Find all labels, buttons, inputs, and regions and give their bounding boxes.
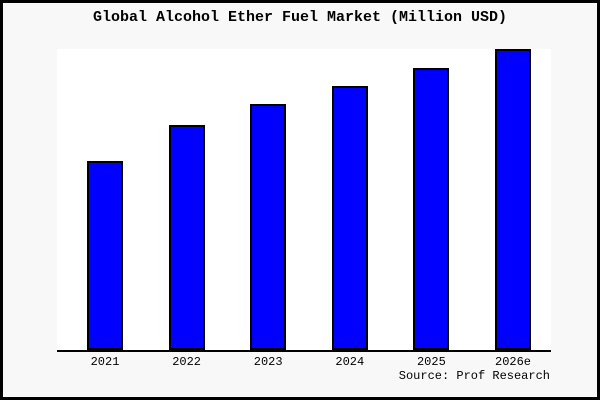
bar-2026e	[495, 49, 531, 350]
x-tick-label-2022: 2022	[172, 355, 201, 369]
source-label: Source: Prof Research	[398, 369, 550, 383]
x-tick-label-2023: 2023	[253, 355, 283, 369]
x-tick-label-2024: 2024	[335, 355, 365, 369]
x-tick-label-2021: 2021	[90, 355, 120, 369]
plot-area	[57, 49, 551, 352]
bar-2024	[331, 86, 368, 350]
bar-2025	[413, 68, 450, 350]
x-tick-label-2025: 2025	[416, 355, 446, 369]
bar-2023	[250, 104, 287, 350]
bar-2022	[168, 125, 205, 350]
chart-title: Global Alcohol Ether Fuel Market (Millio…	[92, 9, 508, 26]
bar-2021	[87, 161, 123, 350]
x-tick-label-2026e: 2026e	[494, 355, 532, 369]
